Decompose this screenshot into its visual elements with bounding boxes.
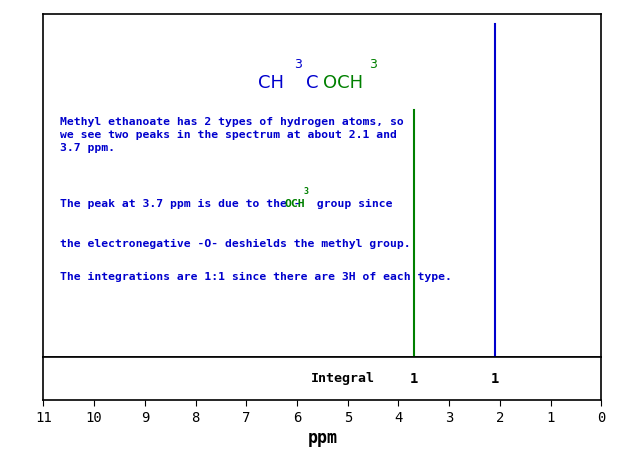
Text: the electronegative -O- deshields the methyl group.: the electronegative -O- deshields the me… xyxy=(60,239,411,249)
Text: The integrations are 1:1 since there are 3H of each type.: The integrations are 1:1 since there are… xyxy=(60,272,452,282)
Text: Methyl ethanoate has 2 types of hydrogen atoms, so
we see two peaks in the spect: Methyl ethanoate has 2 types of hydrogen… xyxy=(60,117,404,153)
Text: Integral: Integral xyxy=(311,372,374,385)
Text: OCH: OCH xyxy=(285,199,306,209)
Text: 3: 3 xyxy=(304,187,309,196)
Text: OCH: OCH xyxy=(323,74,363,92)
Text: 1: 1 xyxy=(490,372,499,386)
Text: The peak at 3.7 ppm is due to the -: The peak at 3.7 ppm is due to the - xyxy=(60,199,301,209)
Text: group since: group since xyxy=(311,199,393,209)
Text: 3: 3 xyxy=(369,58,376,71)
Text: CH: CH xyxy=(259,74,284,92)
Text: 3: 3 xyxy=(294,58,302,71)
Text: C: C xyxy=(306,74,318,92)
X-axis label: ppm: ppm xyxy=(308,429,337,447)
Text: 1: 1 xyxy=(410,372,418,386)
